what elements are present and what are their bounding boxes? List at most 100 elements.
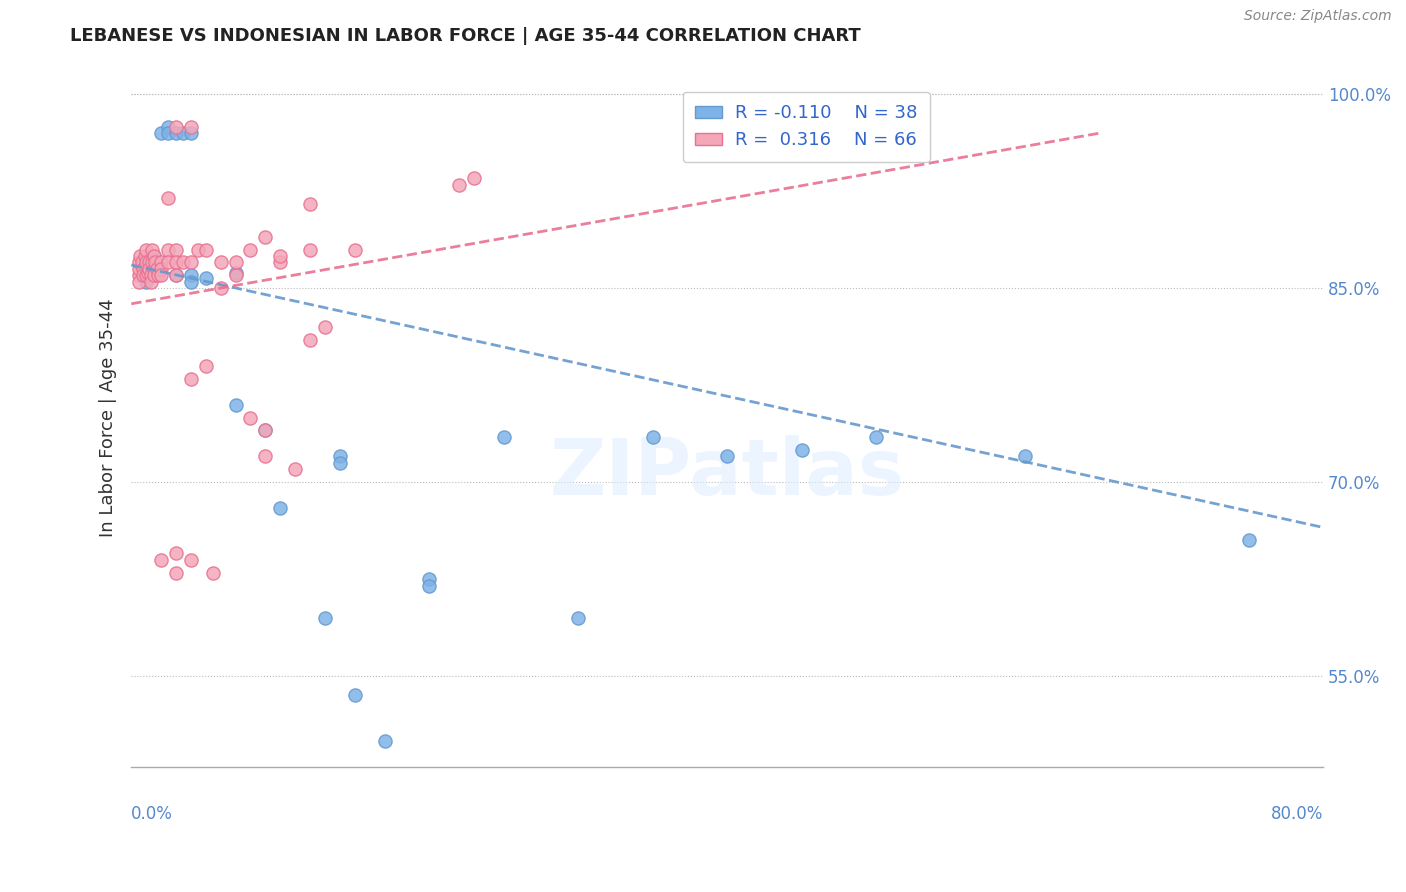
Point: [138, 255, 160, 269]
Point: [135, 243, 157, 257]
Point: [165, 126, 187, 140]
Point: [209, 281, 232, 295]
Point: [165, 255, 187, 269]
Point: [492, 430, 515, 444]
Point: [150, 553, 173, 567]
Point: [157, 191, 180, 205]
Point: [254, 229, 277, 244]
Point: [269, 255, 291, 269]
Point: [418, 572, 440, 586]
Point: [165, 243, 187, 257]
Point: [135, 249, 157, 263]
Point: [194, 271, 217, 285]
Point: [141, 243, 163, 257]
Point: [142, 268, 165, 283]
Point: [202, 566, 225, 580]
Point: [180, 372, 202, 386]
Text: Source: ZipAtlas.com: Source: ZipAtlas.com: [1244, 9, 1392, 23]
Point: [418, 579, 440, 593]
Point: [134, 249, 156, 263]
Point: [165, 268, 187, 283]
Point: [165, 546, 187, 560]
Point: [132, 268, 155, 283]
Point: [343, 689, 366, 703]
Text: 80.0%: 80.0%: [1271, 805, 1323, 823]
Point: [141, 255, 163, 269]
Point: [157, 255, 180, 269]
Point: [157, 243, 180, 257]
Text: ZIPatlas: ZIPatlas: [550, 435, 904, 511]
Point: [135, 261, 157, 276]
Point: [225, 266, 247, 280]
Point: [135, 268, 157, 283]
Point: [157, 126, 180, 140]
Point: [254, 450, 277, 464]
Point: [314, 611, 336, 625]
Point: [299, 243, 322, 257]
Point: [463, 171, 485, 186]
Point: [865, 430, 887, 444]
Point: [135, 275, 157, 289]
Point: [1014, 450, 1036, 464]
Point: [225, 255, 247, 269]
Point: [142, 261, 165, 276]
Point: [180, 268, 202, 283]
Point: [142, 268, 165, 283]
Point: [194, 359, 217, 373]
Point: [131, 255, 153, 269]
Legend: R = -0.110    N = 38, R =  0.316    N = 66: R = -0.110 N = 38, R = 0.316 N = 66: [682, 92, 929, 161]
Point: [146, 268, 169, 283]
Point: [138, 261, 160, 276]
Point: [329, 450, 352, 464]
Point: [329, 456, 352, 470]
Point: [343, 243, 366, 257]
Point: [135, 255, 157, 269]
Point: [180, 553, 202, 567]
Point: [142, 249, 165, 263]
Point: [132, 261, 155, 276]
Point: [299, 333, 322, 347]
Point: [239, 410, 262, 425]
Point: [172, 126, 194, 140]
Point: [284, 462, 307, 476]
Point: [135, 255, 157, 269]
Point: [135, 255, 157, 269]
Point: [373, 733, 395, 747]
Point: [165, 566, 187, 580]
Point: [269, 501, 291, 516]
Point: [128, 275, 150, 289]
Point: [1237, 533, 1260, 548]
Point: [136, 266, 159, 280]
Point: [150, 268, 173, 283]
Point: [139, 275, 162, 289]
Point: [135, 268, 157, 283]
Point: [128, 261, 150, 276]
Point: [254, 424, 277, 438]
Point: [157, 120, 180, 134]
Point: [128, 268, 150, 283]
Point: [165, 268, 187, 283]
Point: [172, 255, 194, 269]
Point: [180, 275, 202, 289]
Point: [269, 249, 291, 263]
Point: [209, 255, 232, 269]
Point: [139, 268, 162, 283]
Point: [716, 450, 738, 464]
Point: [180, 120, 202, 134]
Point: [254, 424, 277, 438]
Point: [187, 243, 209, 257]
Point: [194, 243, 217, 257]
Point: [641, 430, 664, 444]
Point: [150, 255, 173, 269]
Text: 0.0%: 0.0%: [131, 805, 173, 823]
Point: [447, 178, 470, 192]
Point: [180, 255, 202, 269]
Point: [314, 320, 336, 334]
Point: [128, 255, 150, 269]
Point: [567, 611, 589, 625]
Point: [135, 268, 157, 283]
Point: [299, 197, 322, 211]
Point: [129, 249, 152, 263]
Point: [145, 261, 167, 276]
Point: [225, 398, 247, 412]
